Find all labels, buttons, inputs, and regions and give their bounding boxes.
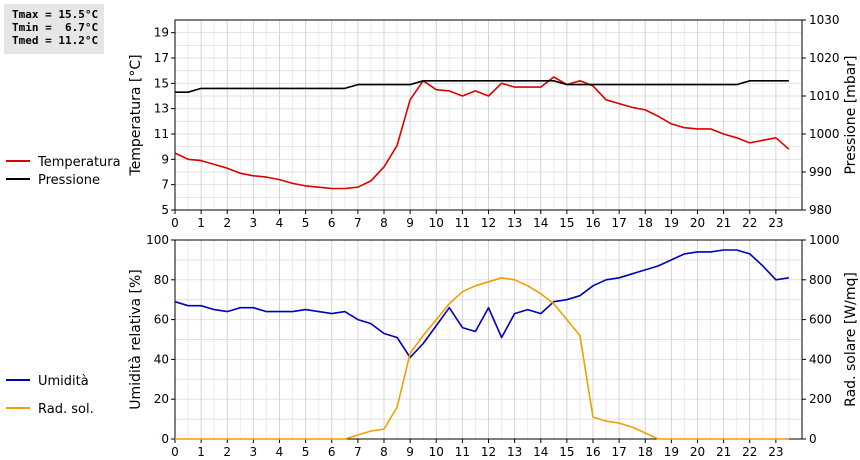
top-legend-label-1: Pressione [38,173,100,188]
top-series-line-1 [175,80,789,93]
bottom-legend-label-1: Rad. sol. [38,402,94,417]
bottom-xtick-label: 2 [223,445,231,459]
bottom-xtick-label: 16 [585,445,600,459]
top-y2tick-label: 990 [809,165,832,179]
top-xtick-label: 6 [328,216,336,230]
top-ytick-label: 5 [161,203,169,217]
top-xtick-label: 14 [533,216,548,230]
bottom-xtick-label: 17 [611,445,626,459]
bottom-ytick-label: 80 [154,273,169,287]
bottom-y2label: Rad. solare [W/mq] [843,272,859,407]
bottom-y2tick-label: 1000 [809,233,840,247]
top-xtick-label: 9 [406,216,414,230]
bottom-ytick-label: 0 [161,432,169,446]
bottom-xtick-label: 23 [768,445,783,459]
top-ylabel: Temperatura [°C] [128,54,144,176]
bottom-xtick-label: 3 [250,445,258,459]
tmin-text: Tmin = 6.7°C [12,21,99,34]
top-ytick-label: 15 [154,76,169,90]
stats-box: Tmax = 15.5°C Tmin = 6.7°C Tmed = 11.2°C [4,4,104,54]
bottom-ytick-label: 100 [146,233,169,247]
bottom-xtick-label: 1 [197,445,205,459]
top-xtick-label: 18 [638,216,653,230]
top-ytick-label: 13 [154,102,169,116]
top-xtick-label: 15 [559,216,574,230]
top-xtick-label: 10 [429,216,444,230]
bottom-xtick-label: 11 [455,445,470,459]
top-ytick-label: 7 [161,178,169,192]
top-legend-label-0: Temperatura [37,155,121,170]
bottom-xtick-label: 18 [638,445,653,459]
bottom-ytick-label: 60 [154,313,169,327]
bottom-xtick-label: 0 [171,445,179,459]
top-y2tick-label: 1000 [809,127,840,141]
bottom-series-line-1 [175,276,789,440]
bottom-ylabel: Umidità relativa [%] [128,269,144,410]
top-ytick-label: 11 [154,127,169,141]
top-xtick-label: 11 [455,216,470,230]
bottom-y2tick-label: 0 [809,432,817,446]
top-y2tick-label: 1030 [809,13,840,27]
bottom-xtick-label: 12 [481,445,496,459]
top-y2tick-label: 980 [809,203,832,217]
bottom-xtick-label: 10 [429,445,444,459]
top-y2label: Pressione [mbar] [843,55,859,174]
bottom-xtick-label: 8 [380,445,388,459]
tmed-text: Tmed = 11.2°C [12,34,99,47]
bottom-xtick-label: 20 [690,445,705,459]
top-xtick-label: 22 [742,216,757,230]
top-xtick-label: 0 [171,216,179,230]
bottom-xtick-label: 15 [559,445,574,459]
top-xtick-label: 20 [690,216,705,230]
bottom-series-line-0 [174,249,790,359]
top-ytick-label: 17 [154,51,169,65]
bottom-xtick-label: 22 [742,445,757,459]
bottom-xtick-label: 14 [533,445,548,459]
top-xtick-label: 16 [585,216,600,230]
bottom-ytick-label: 40 [154,352,169,366]
bottom-xtick-label: 4 [276,445,284,459]
top-xtick-label: 8 [380,216,388,230]
top-xtick-label: 7 [354,216,362,230]
top-series-line-0 [174,76,790,190]
bottom-xtick-label: 9 [406,445,414,459]
bottom-ytick-label: 20 [154,392,169,406]
top-xtick-label: 4 [276,216,284,230]
top-xtick-label: 3 [250,216,258,230]
bottom-xtick-label: 19 [664,445,679,459]
top-xtick-label: 2 [223,216,231,230]
top-xtick-label: 19 [664,216,679,230]
bottom-legend-label-0: Umidità [38,374,89,389]
bottom-xtick-label: 6 [328,445,336,459]
top-y2tick-label: 1010 [809,89,840,103]
top-xtick-label: 12 [481,216,496,230]
bottom-y2tick-label: 200 [809,392,832,406]
top-xtick-label: 1 [197,216,205,230]
tmax-text: Tmax = 15.5°C [12,8,99,21]
bottom-xtick-label: 7 [354,445,362,459]
top-xtick-label: 13 [507,216,522,230]
top-xtick-label: 5 [302,216,310,230]
top-xtick-label: 21 [716,216,731,230]
bottom-xtick-label: 5 [302,445,310,459]
top-ytick-label: 19 [154,26,169,40]
top-xtick-label: 17 [611,216,626,230]
top-xtick-label: 23 [768,216,783,230]
bottom-y2tick-label: 800 [809,273,832,287]
top-y2tick-label: 1020 [809,51,840,65]
bottom-xtick-label: 13 [507,445,522,459]
top-ytick-label: 9 [161,152,169,166]
bottom-xtick-label: 21 [716,445,731,459]
bottom-y2tick-label: 600 [809,313,832,327]
bottom-y2tick-label: 400 [809,352,832,366]
